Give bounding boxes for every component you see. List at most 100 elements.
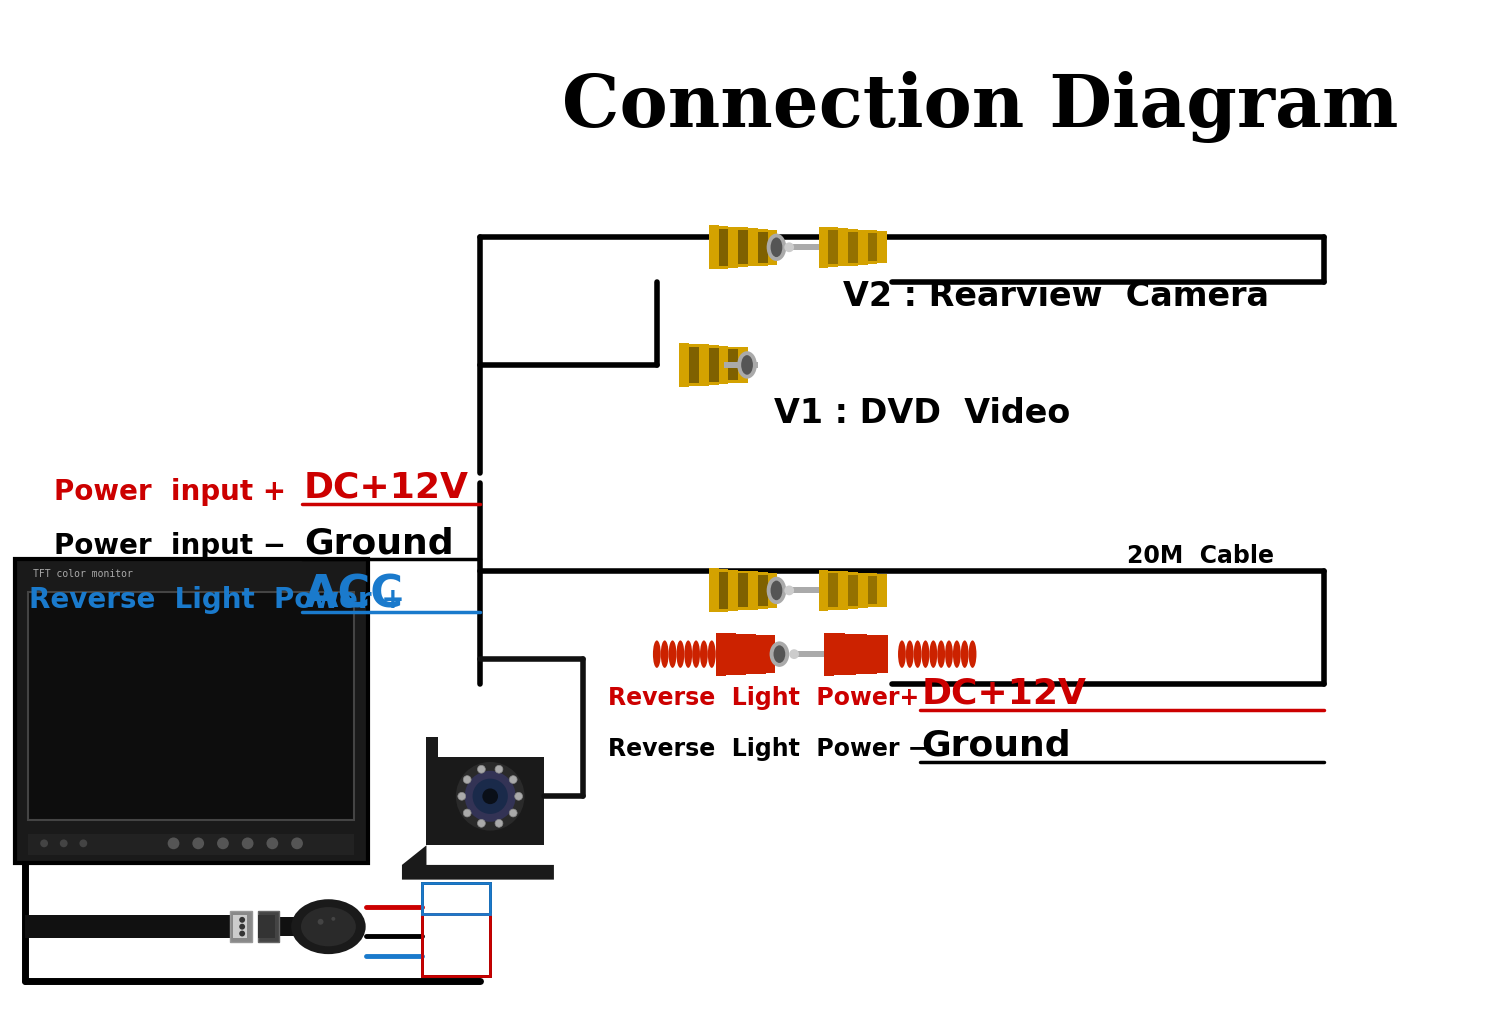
Ellipse shape [495, 765, 502, 774]
Polygon shape [402, 845, 554, 880]
Ellipse shape [774, 645, 786, 663]
Bar [768, 572, 777, 608]
Bar [758, 232, 768, 263]
Bar [858, 572, 867, 608]
Bar [24, 915, 231, 938]
Ellipse shape [938, 641, 945, 667]
Ellipse shape [723, 641, 732, 667]
Ellipse shape [770, 642, 789, 667]
Bar [688, 343, 699, 386]
Ellipse shape [906, 641, 914, 667]
Bar [718, 572, 729, 609]
Bar [710, 349, 718, 382]
Ellipse shape [969, 641, 976, 667]
Bar [867, 576, 877, 604]
Bar [28, 834, 354, 855]
Bar [856, 634, 867, 675]
Ellipse shape [898, 641, 906, 667]
Bar [723, 362, 758, 368]
Ellipse shape [238, 917, 244, 923]
Bar [436, 757, 544, 845]
Bar [718, 226, 729, 269]
Ellipse shape [238, 924, 244, 930]
Ellipse shape [716, 641, 723, 667]
Bar [828, 573, 839, 607]
Bar [878, 574, 886, 607]
Bar [847, 575, 858, 606]
Text: Ground: Ground [304, 526, 453, 560]
Bar [878, 231, 886, 264]
Text: Reverse  Light  Power+: Reverse Light Power+ [608, 686, 920, 710]
Bar [729, 350, 738, 380]
Bar [765, 635, 776, 673]
Bar [710, 345, 718, 384]
Bar [847, 229, 858, 266]
Text: Reverse  Light  Power −: Reverse Light Power − [608, 737, 927, 761]
Ellipse shape [267, 837, 278, 849]
Text: ACC: ACC [304, 573, 404, 617]
Bar [839, 571, 848, 609]
Bar [688, 346, 699, 383]
Ellipse shape [676, 641, 684, 667]
Bar [768, 230, 777, 265]
Bar [847, 572, 858, 609]
Ellipse shape [784, 242, 794, 252]
Bar [758, 229, 768, 266]
Bar [867, 233, 877, 262]
Bar [422, 914, 490, 976]
Text: Connection Diagram: Connection Diagram [562, 71, 1398, 143]
Bar [718, 345, 729, 384]
Ellipse shape [291, 837, 303, 849]
Ellipse shape [514, 792, 522, 800]
Bar [726, 633, 736, 676]
Bar [28, 593, 354, 820]
Ellipse shape [510, 776, 518, 784]
Ellipse shape [238, 931, 244, 936]
Bar [28, 593, 354, 820]
Ellipse shape [80, 839, 87, 847]
Ellipse shape [458, 792, 465, 800]
Ellipse shape [914, 641, 921, 667]
Ellipse shape [771, 237, 783, 258]
Bar [746, 634, 756, 675]
Bar [794, 651, 824, 657]
Ellipse shape [456, 762, 525, 831]
Ellipse shape [168, 837, 180, 849]
Bar [716, 633, 726, 676]
Bar [847, 232, 858, 263]
Bar [819, 570, 828, 611]
Ellipse shape [302, 908, 355, 946]
Ellipse shape [952, 641, 962, 667]
Bar [878, 635, 888, 673]
Ellipse shape [464, 776, 471, 784]
Bar [748, 571, 758, 609]
Bar [828, 570, 839, 610]
Bar [231, 911, 252, 942]
Ellipse shape [472, 779, 508, 814]
Bar [279, 917, 324, 936]
Bar [738, 347, 748, 382]
Bar [729, 570, 738, 611]
Ellipse shape [318, 919, 324, 925]
Text: Ground: Ground [921, 729, 1071, 762]
Ellipse shape [771, 580, 783, 600]
Ellipse shape [784, 586, 794, 595]
Bar [819, 227, 828, 268]
Ellipse shape [684, 641, 692, 667]
Bar [867, 230, 877, 265]
Ellipse shape [464, 809, 471, 817]
Bar [758, 575, 768, 606]
Text: DC+12V: DC+12V [304, 470, 470, 505]
Ellipse shape [510, 809, 518, 817]
Ellipse shape [217, 837, 229, 849]
Ellipse shape [962, 641, 969, 667]
Ellipse shape [652, 641, 662, 667]
Bar [839, 228, 848, 267]
Bar [748, 228, 758, 267]
Ellipse shape [242, 837, 254, 849]
Ellipse shape [495, 820, 502, 827]
Bar [828, 230, 839, 265]
Bar [426, 738, 438, 845]
Bar [738, 573, 748, 607]
Ellipse shape [662, 641, 669, 667]
